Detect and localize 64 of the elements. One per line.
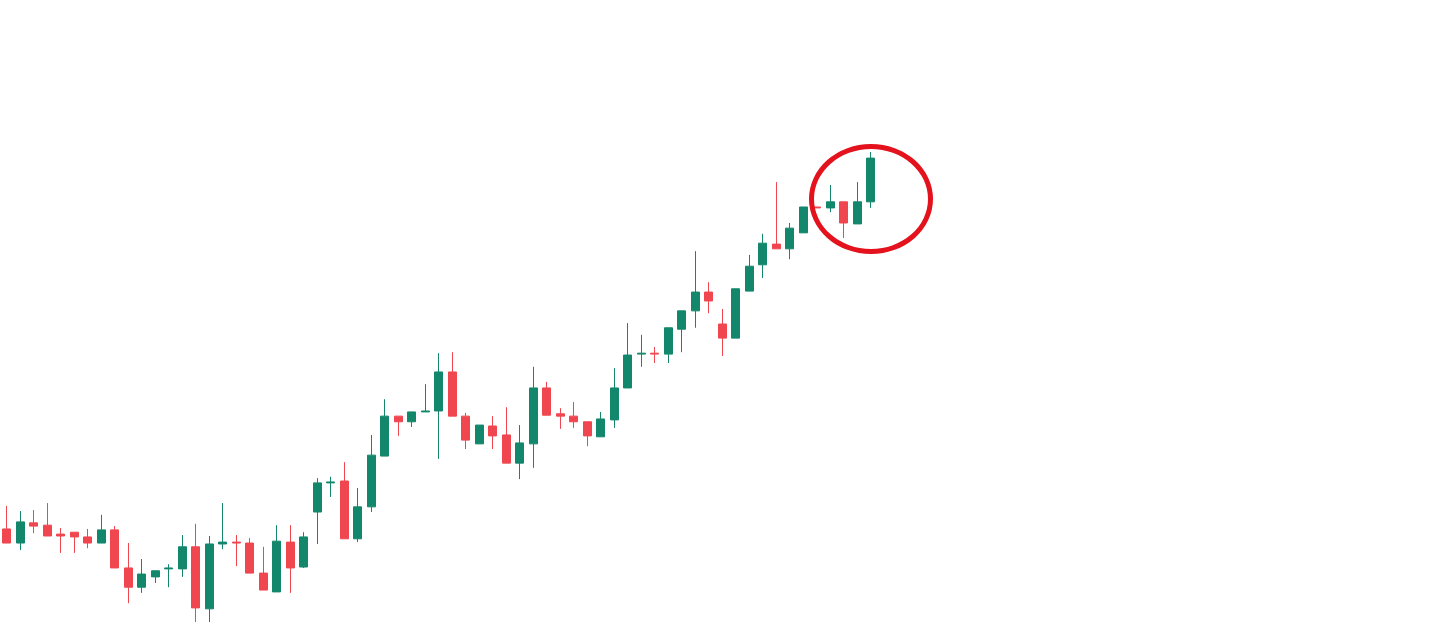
candlestick bbox=[272, 524, 281, 593]
candlestick bbox=[758, 233, 767, 279]
candlestick bbox=[340, 461, 349, 540]
candlestick bbox=[205, 535, 214, 623]
candlestick bbox=[43, 502, 52, 537]
candlestick bbox=[799, 206, 808, 234]
candlestick bbox=[569, 401, 578, 429]
candlestick bbox=[637, 334, 646, 368]
candlestick bbox=[434, 352, 443, 460]
candlestick bbox=[164, 563, 173, 588]
candlestick bbox=[151, 570, 160, 584]
candlestick bbox=[245, 537, 254, 574]
candlestick bbox=[691, 250, 700, 329]
candlestick bbox=[448, 351, 457, 417]
candlestick bbox=[326, 476, 335, 498]
candlestick bbox=[731, 288, 740, 339]
candlestick bbox=[380, 398, 389, 457]
candlestick bbox=[299, 531, 308, 569]
candlestick bbox=[583, 421, 592, 447]
candlestick bbox=[2, 505, 11, 544]
candlestick bbox=[137, 558, 146, 594]
candlestick bbox=[178, 534, 187, 578]
candlestick bbox=[232, 534, 241, 567]
candlestick bbox=[16, 510, 25, 551]
candlestick bbox=[826, 184, 835, 213]
candlestick bbox=[110, 525, 119, 569]
candlestick bbox=[70, 531, 79, 554]
candlestick bbox=[286, 524, 295, 594]
candlestick bbox=[421, 383, 430, 413]
candlestick bbox=[407, 411, 416, 428]
candlestick bbox=[502, 406, 511, 464]
candlestick bbox=[461, 412, 470, 450]
candlestick bbox=[745, 254, 754, 292]
candlestick bbox=[610, 367, 619, 429]
candlestick bbox=[29, 509, 38, 534]
candlestick bbox=[542, 381, 551, 416]
candlestick bbox=[367, 434, 376, 513]
candlestick bbox=[704, 281, 713, 314]
candlestick bbox=[394, 415, 403, 437]
candlestick bbox=[623, 322, 632, 389]
candlestick bbox=[596, 411, 605, 438]
candlestick bbox=[488, 415, 497, 450]
candlestick bbox=[313, 477, 322, 545]
candlestick bbox=[650, 346, 659, 364]
candlestick bbox=[866, 151, 875, 209]
candlestick bbox=[772, 181, 781, 250]
candlestick bbox=[97, 514, 106, 544]
candlestick bbox=[191, 523, 200, 623]
candlestick bbox=[839, 201, 848, 239]
candlestick bbox=[124, 542, 133, 604]
candlestick bbox=[259, 546, 268, 591]
candlestick bbox=[353, 487, 362, 543]
candlestick bbox=[718, 308, 727, 357]
candlestick bbox=[83, 528, 92, 549]
candlestick bbox=[515, 424, 524, 480]
candlestick bbox=[529, 366, 538, 469]
candlestick bbox=[853, 181, 862, 225]
candlestick bbox=[475, 424, 484, 445]
candlestick bbox=[56, 527, 65, 554]
candlestick bbox=[677, 310, 686, 353]
candlestick bbox=[785, 222, 794, 260]
candlestick bbox=[218, 502, 227, 550]
candlestick bbox=[664, 327, 673, 364]
candlestick bbox=[556, 407, 565, 430]
